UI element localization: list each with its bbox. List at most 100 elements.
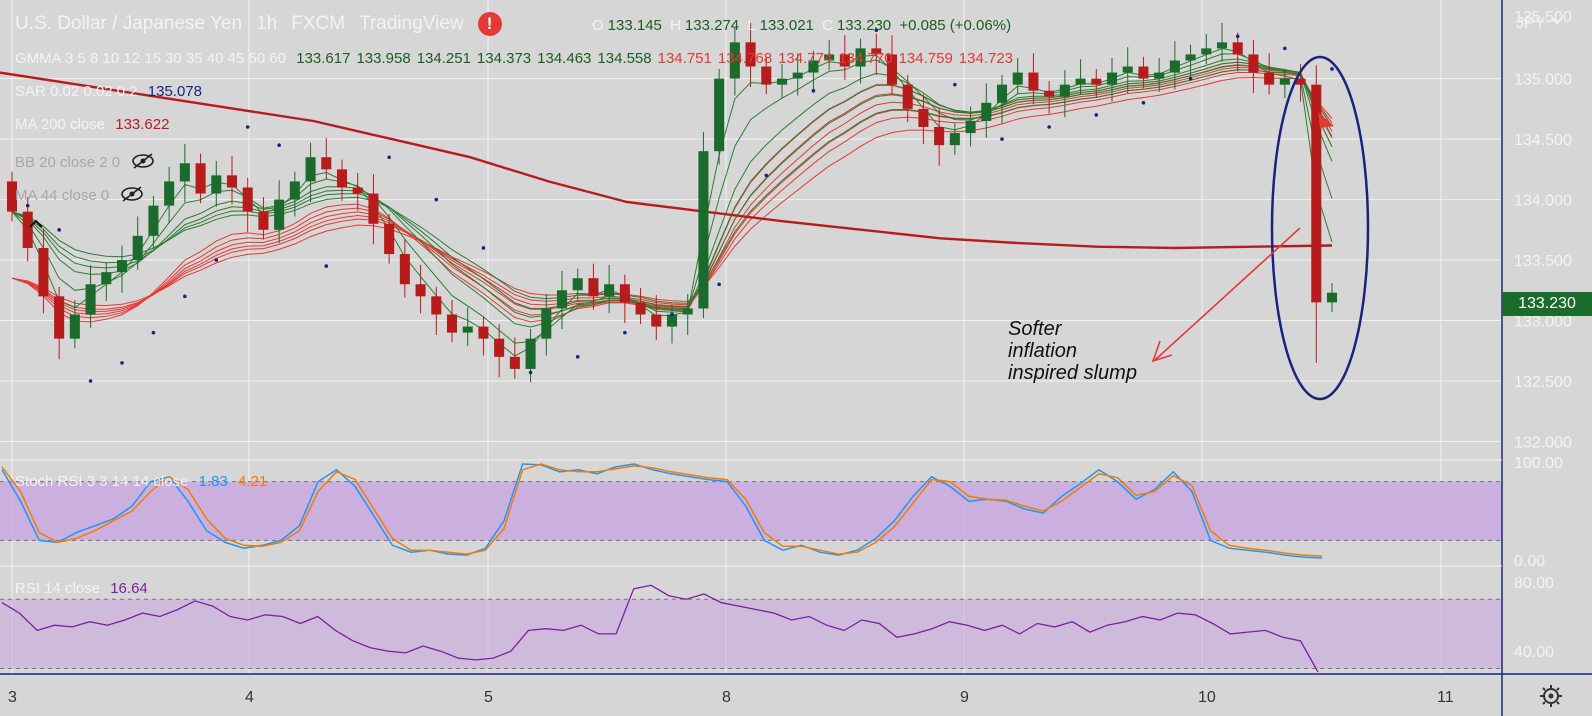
candle[interactable] (368, 174, 379, 245)
candle[interactable] (1264, 53, 1275, 95)
candle[interactable] (619, 274, 630, 323)
candle[interactable] (384, 214, 395, 264)
candle[interactable] (1059, 70, 1070, 118)
candle[interactable] (886, 35, 898, 95)
candle[interactable] (1075, 59, 1086, 95)
ma200-path[interactable] (0, 71, 1333, 250)
candle[interactable] (85, 264, 96, 328)
candle[interactable] (635, 287, 646, 325)
candle[interactable] (305, 142, 316, 202)
candle[interactable] (604, 264, 615, 314)
candle[interactable] (1138, 56, 1149, 89)
candle[interactable] (132, 216, 143, 270)
candle[interactable] (902, 74, 913, 123)
candle[interactable] (211, 160, 222, 207)
candle[interactable] (651, 295, 662, 340)
candle[interactable] (101, 262, 112, 302)
candle[interactable] (745, 22, 756, 88)
candle[interactable] (1154, 58, 1165, 92)
candle[interactable] (446, 299, 458, 343)
candle[interactable] (148, 195, 159, 250)
candle[interactable] (1216, 22, 1228, 62)
stoch-k-line[interactable] (1, 463, 1323, 559)
symbol-name[interactable]: U.S. Dollar / Japanese Yen (15, 13, 243, 35)
candle[interactable] (1279, 68, 1290, 98)
candle[interactable] (934, 107, 945, 166)
bb-legend[interactable]: BB 20 close 2 0 (15, 149, 156, 171)
stoch-d-line[interactable] (1, 463, 1323, 557)
candle[interactable] (258, 197, 269, 240)
candle[interactable] (415, 264, 426, 314)
candle[interactable] (478, 316, 489, 356)
candle[interactable] (226, 156, 238, 205)
drop-highlight-ellipse[interactable] (1270, 55, 1370, 401)
currency-label[interactable]: JPY (1516, 15, 1546, 32)
chevron-down-icon[interactable] (1551, 17, 1563, 25)
candle[interactable] (776, 64, 788, 98)
candle[interactable] (588, 263, 599, 310)
annotation-text[interactable]: Softer inflation inspired slump (1008, 318, 1137, 384)
candle[interactable] (996, 74, 1008, 124)
candle[interactable] (792, 53, 803, 96)
candle[interactable] (38, 228, 49, 314)
ma200-legend[interactable]: MA 200 close 133.622 (15, 116, 175, 133)
candle[interactable] (965, 106, 976, 147)
candle[interactable] (808, 50, 819, 94)
candle[interactable] (855, 38, 866, 84)
hidden-eye-icon[interactable] (130, 152, 156, 170)
ma44-legend[interactable]: MA 44 close 0 (15, 182, 145, 204)
candle[interactable] (981, 83, 992, 138)
interval[interactable]: 1h (256, 13, 278, 35)
candle[interactable] (1044, 81, 1055, 114)
candle[interactable] (1122, 47, 1133, 94)
candle[interactable] (22, 197, 33, 262)
candle[interactable] (69, 299, 80, 349)
collapse-chevron-icon[interactable] (29, 219, 43, 228)
candle[interactable] (682, 293, 693, 336)
candle[interactable] (698, 131, 709, 319)
candle[interactable] (714, 68, 725, 165)
candle[interactable] (1012, 58, 1023, 95)
candle[interactable] (509, 337, 520, 379)
candle[interactable] (336, 159, 348, 201)
candle[interactable] (541, 293, 552, 356)
annotation-arrow[interactable] (1154, 227, 1301, 361)
hidden-eye-icon[interactable] (119, 185, 145, 203)
candle[interactable] (1326, 283, 1338, 313)
sar-legend[interactable]: SAR 0.02 0.02 0.2 135.078 (15, 83, 208, 100)
stoch-legend[interactable]: Stoch RSI 3 3 14 14 close 1.83 4.21 (15, 473, 273, 490)
gmma-legend[interactable]: GMMA 3 5 8 10 12 15 30 35 40 45 50 60 13… (15, 50, 1025, 67)
candle[interactable] (6, 171, 18, 222)
settings-gear-icon[interactable] (1540, 685, 1562, 707)
candle[interactable] (1169, 41, 1180, 90)
candle[interactable] (1248, 39, 1259, 94)
rsi-legend[interactable]: RSI 14 close 16.64 (15, 580, 154, 597)
candle[interactable] (729, 27, 740, 96)
candle[interactable] (431, 286, 442, 336)
candle[interactable] (54, 286, 65, 360)
candle[interactable] (1091, 68, 1102, 98)
candle[interactable] (462, 307, 473, 346)
candle[interactable] (572, 268, 583, 300)
candle[interactable] (195, 153, 206, 204)
candle[interactable] (179, 143, 190, 202)
candle[interactable] (116, 245, 128, 293)
candle[interactable] (1232, 32, 1243, 72)
rsi-path[interactable] (1, 584, 1319, 673)
candle[interactable] (1311, 65, 1322, 363)
candle[interactable] (918, 94, 929, 144)
candle[interactable] (1028, 53, 1039, 105)
candle[interactable] (399, 239, 410, 298)
candle[interactable] (556, 270, 568, 329)
candle[interactable] (321, 137, 332, 180)
candle[interactable] (352, 172, 363, 211)
candle[interactable] (164, 166, 175, 223)
candle[interactable] (666, 304, 678, 344)
candle[interactable] (1185, 44, 1196, 82)
candle[interactable] (242, 177, 253, 233)
candle[interactable] (949, 123, 960, 155)
candle[interactable] (824, 39, 835, 71)
candle[interactable] (494, 324, 505, 378)
